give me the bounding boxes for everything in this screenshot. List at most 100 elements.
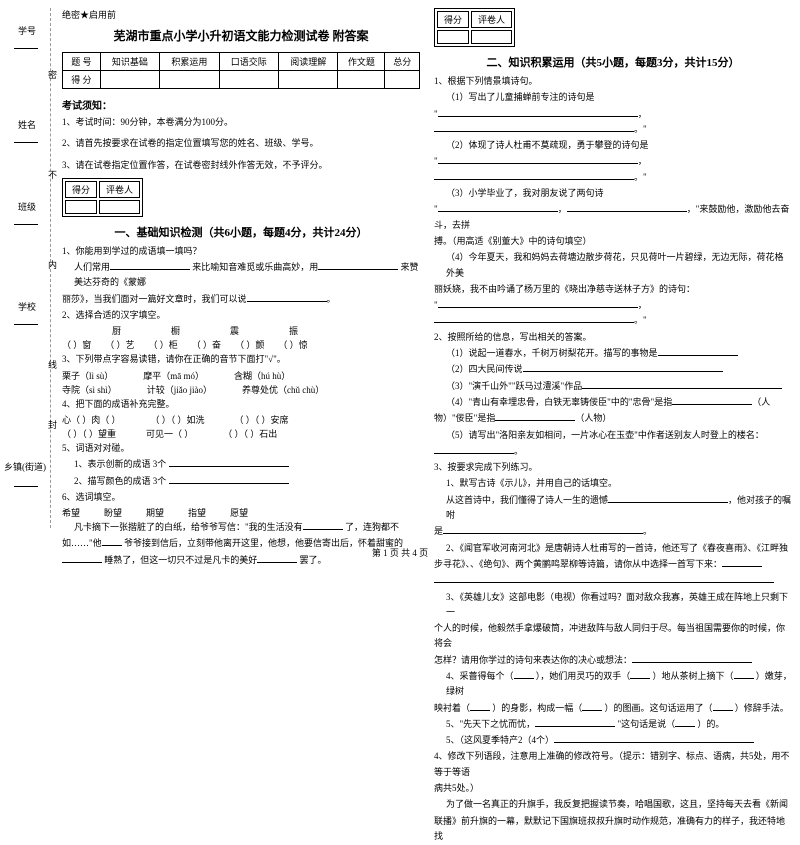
td [100, 71, 159, 89]
left-column: 绝密★启用前 芜湖市重点小学小升初语文能力检测试卷 附答案 题 号 知识基础 积… [62, 8, 420, 845]
blank [247, 292, 327, 302]
score-label: 得分 [437, 11, 469, 28]
question: 1、你能用到学过的成语填一填吗？ [62, 244, 420, 259]
blank [434, 122, 634, 132]
char: 厨 [112, 324, 121, 337]
item: （ ）（ ）石出 [223, 427, 277, 440]
char: 橱 [171, 324, 180, 337]
notice-item: 3、请在试卷指定位置作答，在试卷密封线外作答无效，不予评分。 [62, 158, 420, 173]
sub-q: 3、《英雄儿女》这部电影（电视）你看过吗？面对敌众我寡，英雄王成在阵地上只剩下一 [434, 590, 792, 621]
seal-char: 内 [46, 260, 59, 269]
item: （ ）（ ）安席 [235, 413, 289, 426]
blank [535, 717, 615, 727]
passage: 凡卡摘下一张揩脏了的白纸，给爷爷写信："我的生活没有 了，连狗都不 [62, 520, 420, 535]
sub-q: 是。 [434, 524, 792, 539]
text: 从这首诗中，我们懂得了诗人一生的遗憾 [446, 495, 608, 505]
blank [672, 395, 752, 405]
section-score-box: 得分评卷人 [434, 8, 515, 47]
word: 期望 [146, 506, 164, 519]
blank [582, 379, 782, 389]
blank [303, 520, 343, 530]
idiom-row: 心（ ）肉（ ） （ ）（ ）如洗 （ ）（ ）安席 [62, 413, 420, 426]
score-label: 评卷人 [99, 181, 140, 198]
item: （ ）惊 [278, 338, 307, 351]
th: 总分 [385, 53, 420, 71]
score-cell [65, 200, 97, 214]
notice-item: 2、请首先按要求在试卷的指定位置填写您的姓名、班级、学号。 [62, 136, 420, 151]
blank [734, 669, 754, 679]
text: 了，连狗都不 [345, 522, 399, 532]
blank-line: "，。" [434, 107, 792, 138]
blank [514, 669, 534, 679]
item: （ ）（ ）如洗 [151, 413, 205, 426]
blank [495, 411, 575, 421]
blank [582, 701, 602, 711]
section-title: 二、知识积累运用（共5小题，每题3分，共计15分） [434, 54, 792, 70]
text: 丽莎》，当我们面对一篇好文章时，我们可以说 [62, 294, 247, 304]
item: （ ）窗 [62, 338, 91, 351]
passage: 联播》前升旗的一幕，默默记下国旗班叔叔升旗时动作规范，准确有力的样子，我还特地找 [434, 814, 792, 845]
char-row: 厨 橱 震 振 [62, 324, 420, 337]
blank [434, 313, 634, 323]
sub-q: 从这首诗中，我们懂得了诗人一生的遗憾，他对孩子的嘱咐 [434, 493, 792, 524]
item: 摩平（mā mó） [143, 369, 204, 382]
td: 得 分 [63, 71, 101, 89]
question: 2、选择合适的汉字填空。 [62, 308, 420, 323]
item: （ ）艺 [105, 338, 134, 351]
blank [438, 107, 638, 117]
blank [632, 653, 752, 663]
blank [443, 524, 643, 534]
table-row: 得 分 [63, 71, 420, 89]
text: ）的身影，构成一幅（ [492, 703, 582, 713]
score-cell [99, 200, 140, 214]
text: 步寻花》、、《绝句》、两个黄鹂鸣翠柳等诗篇，请你从中选择一首写下来： [434, 559, 722, 569]
question: 6、选词填空。 [62, 490, 420, 505]
text: 物）"佞臣"是指 [434, 413, 495, 423]
text: ）的图画。这句话运用了（ [605, 703, 713, 713]
side-underline [14, 48, 38, 49]
th: 题 号 [63, 53, 101, 71]
text: ）的。 [697, 719, 724, 729]
sub-q: 1、默写古诗《示儿》，并用自己的话填空。 [434, 476, 792, 491]
notice-item: 1、考试时间：90分钟，本卷满分为100分。 [62, 115, 420, 130]
blank [318, 260, 398, 270]
sub-q: 怎样？请用你学过的诗句来表达你的决心或想法： [434, 653, 792, 668]
exam-title: 芜湖市重点小学小升初语文能力检测试卷 附答案 [62, 27, 420, 44]
text: （2）四大民间传说 [446, 364, 523, 374]
score-cell [437, 30, 469, 44]
text: （3）"演千山外""跃马过澧溪"作品 [446, 381, 582, 391]
sub-q: 5、（这风夏季特产2（4个） [434, 733, 792, 748]
idiom-row: （ ）（ ）望重 可见一（ ） （ ）（ ）石出 [62, 427, 420, 440]
question: 3、下列带点字容易读错，请你在正确的音节下面打"√"。 [62, 352, 420, 367]
pinyin-row: 栗子（lì sù） 摩平（mā mó） 含糊（hú hù） [62, 369, 420, 382]
side-label-town: 乡镇(街道) [4, 460, 46, 473]
side-label-name: 姓名 [18, 118, 36, 131]
score-label: 得分 [65, 181, 97, 198]
text: ），她们用灵巧的双手（ [536, 671, 631, 681]
pinyin-row: 寺院（sì shì） 计较（jiǎo jiào） 养尊处优（chǔ chù） [62, 383, 420, 396]
question: 5、词语对对碰。 [62, 441, 420, 456]
text: ）地从茶树上摘下（ [653, 671, 734, 681]
question: 2、按照所给的信息，写出相关的答案。 [434, 330, 792, 345]
text: ）修辞手法。 [735, 703, 789, 713]
td [160, 71, 219, 89]
blank [470, 701, 490, 711]
text: 是 [434, 526, 443, 536]
sub-q: 物）"佞臣"是指（人物） [434, 411, 792, 426]
item: （ ）颤 [235, 338, 264, 351]
blank [169, 457, 289, 467]
th: 阅读理解 [278, 53, 337, 71]
text: （1）说起一道春水，千树万树梨花开。描写的事物是 [446, 348, 658, 358]
sub-q: （3）"演千山外""跃马过澧溪"作品 [434, 379, 792, 394]
side-underline [14, 224, 38, 225]
secret-mark: 绝密★启用前 [62, 8, 420, 21]
blank-line [434, 573, 792, 588]
side-label-class: 班级 [18, 200, 36, 213]
side-underline [14, 324, 38, 325]
text: 。 [327, 294, 336, 304]
sub-q: （5）请写出"洛阳亲友如相问，一片冰心在玉壶"中作者送别友人时登上的楼名： [434, 428, 792, 443]
side-label-school: 学校 [18, 300, 36, 313]
blank-line: 。 [434, 444, 792, 459]
blank [658, 346, 738, 356]
sub-q: （4）"青山有幸埋忠骨，白铁无辜铸佞臣"中的"忠骨"是指（人 [434, 395, 792, 410]
